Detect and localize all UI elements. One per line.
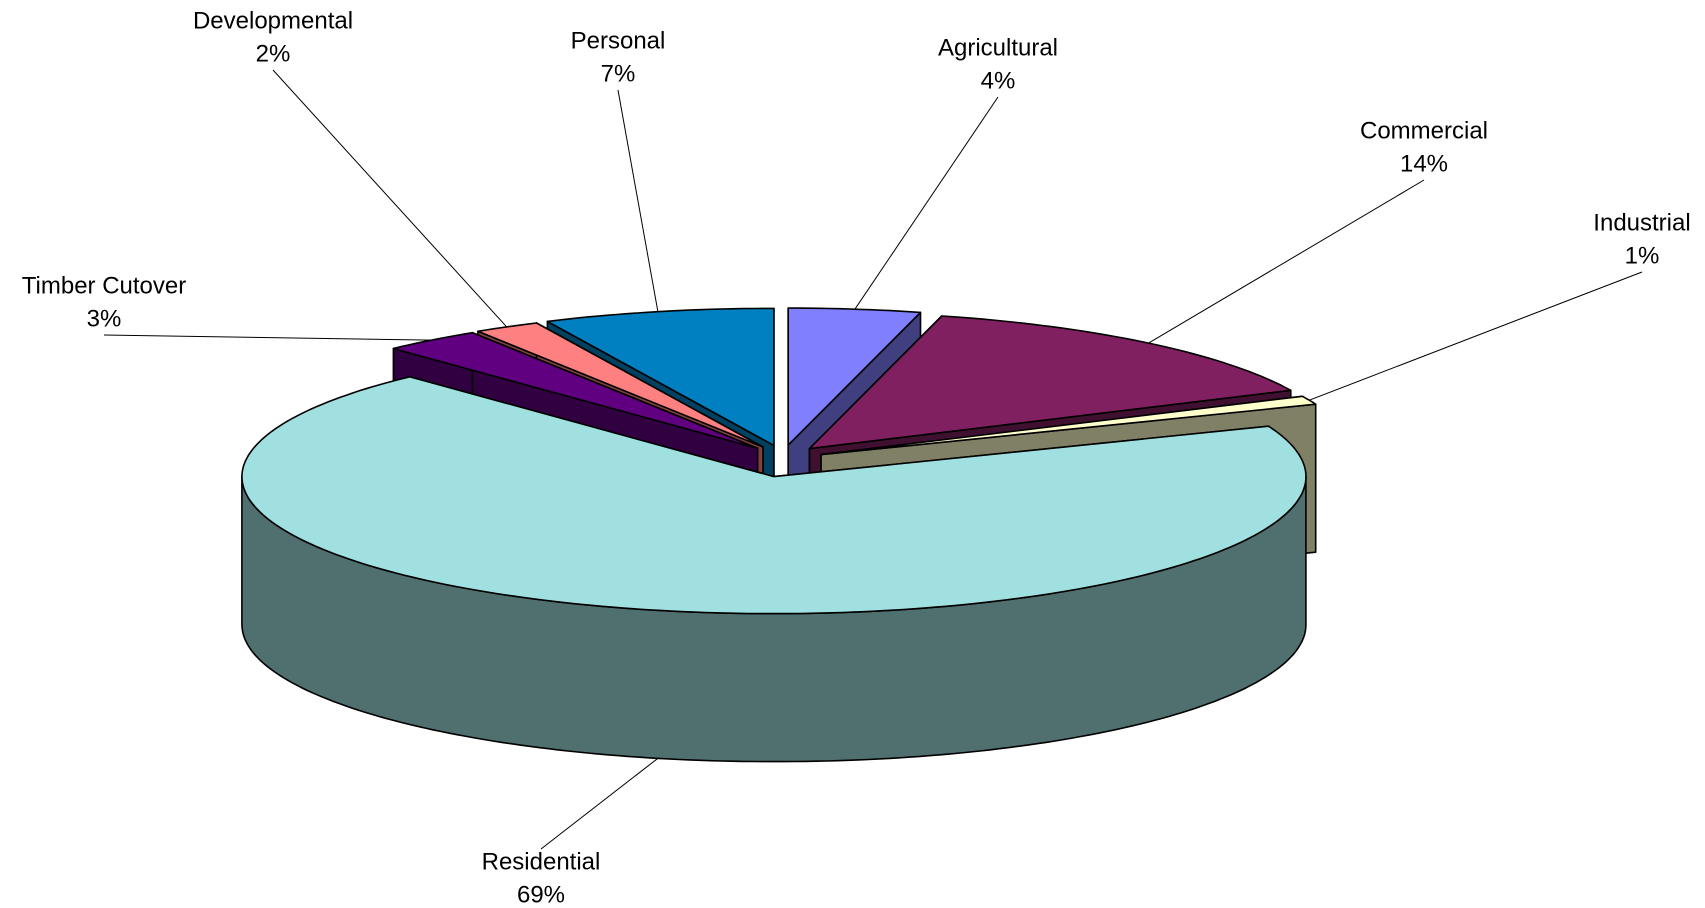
leader-line <box>103 334 432 341</box>
value-label: 7% <box>601 60 636 87</box>
leader-line <box>854 96 999 310</box>
value-label: 2% <box>256 40 291 67</box>
leader-line <box>617 89 659 312</box>
leader-line <box>1148 179 1425 344</box>
slice-label: Residential <box>482 848 601 875</box>
value-label: 14% <box>1400 150 1448 177</box>
slice <box>241 376 1307 615</box>
slice-label: Personal <box>571 27 666 54</box>
slice-label: Timber Cutover <box>22 272 186 299</box>
slice-label: Developmental <box>193 7 353 34</box>
slice-label: Industrial <box>1593 209 1690 236</box>
slice-label: Commercial <box>1360 117 1488 144</box>
leader-line <box>272 69 508 328</box>
value-label: 1% <box>1625 242 1660 269</box>
leader-line <box>1309 271 1643 401</box>
slice <box>241 376 1307 763</box>
value-label: 4% <box>981 67 1016 94</box>
leader-line <box>540 757 659 850</box>
value-label: 3% <box>87 305 122 332</box>
slice-label: Agricultural <box>938 34 1058 61</box>
value-label: 69% <box>517 881 565 908</box>
